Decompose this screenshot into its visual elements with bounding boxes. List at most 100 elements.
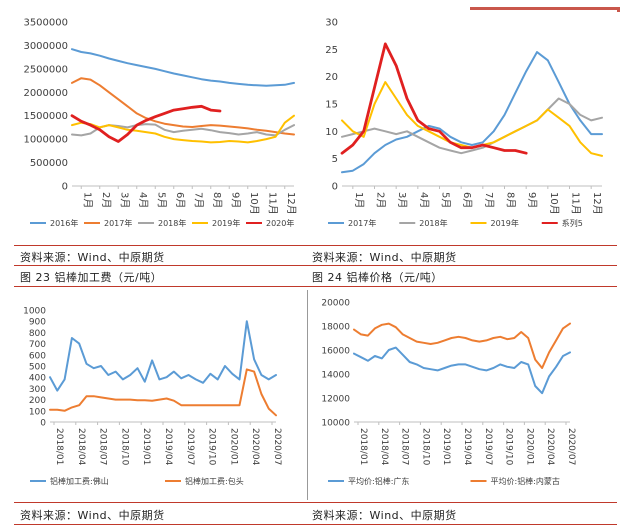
- legend-label: 2017年: [104, 218, 132, 228]
- y-tick-label: 500: [29, 363, 46, 373]
- panel-separator: [307, 290, 308, 500]
- x-tick-label: 2020/04: [545, 428, 555, 466]
- figure-title-23: 图 23 铝棒加工费（元/吨）: [20, 271, 163, 284]
- legend-label: 2017年: [348, 218, 376, 228]
- x-tick-label: 7月: [192, 192, 204, 208]
- y-tick-label: 1000: [23, 307, 46, 317]
- x-tick-label: 2020/04: [250, 428, 260, 466]
- y-tick-label: 18000: [321, 323, 350, 333]
- x-tick-label: 2019/04: [462, 428, 472, 466]
- chart-panel-top-left: 0 500000 1000000 1500000 2000000 2500000 30000…: [14, 10, 304, 244]
- y-tick-label: 2000000: [23, 88, 68, 99]
- y-tick-label: 14000: [321, 371, 350, 381]
- x-tick-label: 2018/10: [420, 428, 430, 466]
- legend-label: 2020年: [266, 218, 294, 228]
- legend-label: 铝棒加工费:包头: [185, 476, 244, 486]
- x-tick-label: 11月: [266, 192, 278, 215]
- x-tick-label: 2018/04: [379, 428, 389, 466]
- x-tick-label: 2020/01: [228, 428, 238, 465]
- series-line-1: [71, 77, 295, 136]
- y-tick-label: 0: [40, 419, 46, 429]
- legend-label: 铝棒加工费:佛山: [50, 476, 109, 486]
- y-tick-label: 300: [29, 385, 46, 395]
- x-tick-label: 5月: [440, 192, 452, 208]
- divider-rule: [14, 245, 617, 246]
- y-tick-label: 700: [29, 340, 46, 350]
- series-line-0: [353, 346, 571, 395]
- x-tick-label: 7月: [483, 192, 495, 208]
- y-tick-label: 0: [332, 182, 338, 193]
- y-tick-label: 800: [29, 329, 46, 339]
- series-line-3: [340, 42, 528, 155]
- y-tick-label: 2500000: [23, 64, 68, 75]
- x-tick-label: 2018/01: [358, 428, 368, 465]
- x-tick-label: 1月: [81, 192, 93, 208]
- y-tick-label: 25: [325, 45, 338, 56]
- x-tick-label: 2月: [100, 192, 112, 208]
- chart-bottom-right: 10000 12000 14000 16000 18000 20000 2018/01 201…: [321, 299, 576, 487]
- series-line-0: [341, 51, 603, 174]
- y-tick-label: 20: [325, 72, 338, 83]
- legend-label: 2016年: [50, 218, 78, 228]
- source-caption-bottom-right: 资料来源：Wind、中原期货: [312, 509, 457, 522]
- y-tick-label: 3000000: [23, 41, 68, 52]
- legend-label: 系列5: [562, 218, 583, 228]
- header-banner-block: [470, 7, 620, 12]
- legend-label: 2019年: [212, 218, 240, 228]
- x-tick-label: 3月: [396, 192, 408, 208]
- x-tick-label: 8月: [505, 192, 517, 208]
- x-tick-label: 2019/04: [163, 428, 173, 466]
- x-tick-label: 2019/07: [185, 428, 195, 465]
- y-tick-label: 10000: [321, 419, 350, 429]
- x-tick-label: 2019/01: [141, 428, 151, 465]
- chart-top-right: 0 5 10 15 20 25 30 1月 2月 3月 4月 5月 6月 7月 8月 9月 10月 11月 12月 2…: [325, 18, 603, 229]
- chart-panel-top-right: 0 5 10 15 20 25 30 1月 2月 3月 4月 5月 6月 7月 8月 9月 10月 11月 12月 2…: [312, 10, 617, 244]
- y-tick-label: 100: [29, 407, 46, 417]
- y-tick-label: 10: [325, 127, 338, 138]
- legend-label: 平均价:铝棒:广东: [348, 476, 409, 486]
- x-tick-label: 2018/07: [400, 428, 410, 465]
- x-tick-label: 11月: [570, 192, 582, 215]
- series-line-1: [353, 322, 571, 369]
- legend-label: 2018年: [158, 218, 186, 228]
- y-tick-label: 200: [29, 396, 46, 406]
- x-tick-label: 12月: [591, 192, 603, 215]
- x-tick-label: 9月: [526, 192, 538, 208]
- x-tick-label: 2020/01: [524, 428, 534, 465]
- x-tick-label: 3月: [118, 192, 130, 208]
- y-tick-label: 1500000: [23, 111, 68, 122]
- x-tick-label: 8月: [211, 192, 223, 208]
- y-tick-label: 30: [325, 18, 338, 29]
- y-tick-label: 1000000: [23, 135, 68, 146]
- source-caption-bottom-left: 资料来源：Wind、中原期货: [20, 509, 165, 522]
- x-tick-label: 2018/10: [119, 428, 129, 466]
- figure-title-24: 图 24 铝棒价格（元/吨）: [312, 271, 443, 284]
- y-tick-label: 900: [29, 318, 46, 328]
- legend-label: 2018年: [419, 218, 447, 228]
- x-tick-label: 5月: [155, 192, 167, 208]
- header-banner-strip: [0, 0, 630, 12]
- x-tick-label: 4月: [418, 192, 430, 208]
- x-tick-label: 6月: [174, 192, 186, 208]
- x-tick-label: 10月: [548, 192, 560, 215]
- y-tick-label: 16000: [321, 347, 350, 357]
- x-tick-label: 6月: [461, 192, 473, 208]
- y-tick-label: 400: [29, 374, 46, 384]
- x-tick-label: 2019/01: [441, 428, 451, 465]
- series-line-3: [71, 114, 295, 144]
- x-tick-label: 2月: [375, 192, 387, 208]
- divider-rule: [14, 286, 617, 287]
- series-line-1: [341, 97, 603, 155]
- legend-label: 平均价:铝棒:内蒙古: [491, 476, 560, 486]
- chart-panel-bottom-right: 10000 12000 14000 16000 18000 20000 2018/01 201…: [312, 290, 617, 500]
- x-tick-label: 4月: [137, 192, 149, 208]
- header-banner-svg: [470, 7, 620, 12]
- x-tick-label: 2020/07: [272, 428, 282, 465]
- y-tick-label: 5: [332, 154, 338, 165]
- x-tick-label: 10月: [248, 192, 260, 215]
- y-tick-label: 0: [62, 182, 68, 193]
- y-tick-label: 12000: [321, 395, 350, 405]
- series-line-0: [49, 320, 277, 392]
- y-tick-label: 15: [325, 100, 338, 111]
